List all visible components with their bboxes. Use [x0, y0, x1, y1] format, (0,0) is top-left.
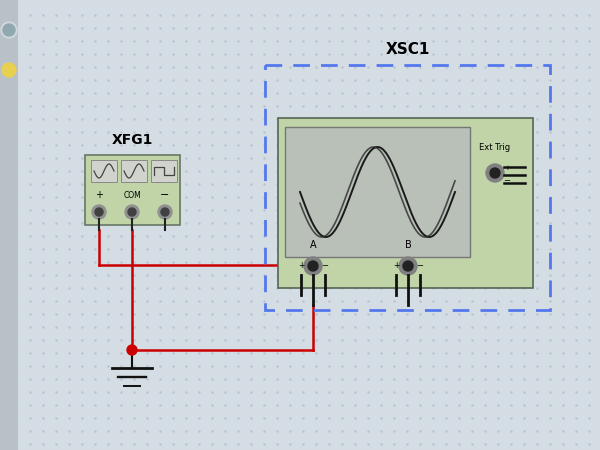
Text: COM: COM	[123, 190, 141, 199]
Circle shape	[403, 261, 413, 271]
Circle shape	[95, 208, 103, 216]
Text: +: +	[504, 165, 510, 171]
Circle shape	[161, 208, 169, 216]
Text: −: −	[416, 261, 424, 270]
Circle shape	[158, 205, 172, 219]
Circle shape	[486, 164, 504, 182]
Text: Ext Trig: Ext Trig	[479, 144, 511, 153]
FancyBboxPatch shape	[278, 118, 533, 288]
Circle shape	[125, 205, 139, 219]
Circle shape	[127, 345, 137, 355]
FancyBboxPatch shape	[85, 155, 180, 225]
Circle shape	[92, 205, 106, 219]
Text: +: +	[298, 261, 304, 270]
Circle shape	[3, 24, 15, 36]
Circle shape	[304, 257, 322, 275]
Circle shape	[399, 257, 417, 275]
FancyBboxPatch shape	[285, 127, 470, 257]
Text: +: +	[95, 190, 103, 200]
Circle shape	[2, 63, 16, 77]
Circle shape	[490, 168, 500, 178]
Text: B: B	[404, 240, 412, 250]
Text: −: −	[160, 190, 170, 200]
Text: XFG1: XFG1	[112, 133, 153, 147]
Text: −: −	[503, 176, 511, 185]
Circle shape	[1, 22, 17, 38]
FancyBboxPatch shape	[121, 160, 147, 182]
Text: XSC1: XSC1	[385, 42, 430, 57]
Circle shape	[128, 208, 136, 216]
Text: −: −	[322, 261, 329, 270]
Circle shape	[308, 261, 318, 271]
Text: A: A	[310, 240, 316, 250]
Text: +: +	[393, 261, 399, 270]
FancyBboxPatch shape	[91, 160, 117, 182]
FancyBboxPatch shape	[0, 0, 18, 450]
FancyBboxPatch shape	[151, 160, 177, 182]
